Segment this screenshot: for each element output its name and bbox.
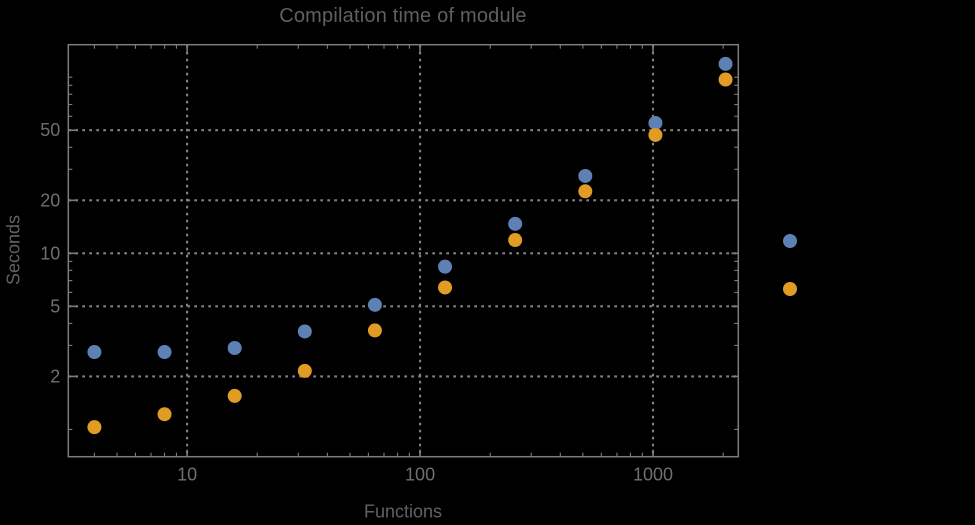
data-point-orange (438, 280, 453, 295)
data-point-orange (87, 420, 102, 435)
chart-title: Compilation time of module (279, 5, 527, 27)
x-tick-label: 1000 (633, 465, 673, 485)
y-tick-label: 50 (40, 120, 60, 140)
y-tick-label: 10 (40, 243, 60, 263)
x-tick-label: 100 (405, 465, 435, 485)
data-point-blue (508, 216, 523, 231)
data-point-blue (438, 259, 453, 274)
y-tick-label: 20 (40, 190, 60, 210)
data-point-orange (227, 388, 242, 403)
y-tick-label: 2 (50, 366, 60, 386)
plot-frame (67, 43, 740, 458)
data-point-blue (297, 324, 312, 339)
data-point-orange (367, 323, 382, 338)
data-point-blue (87, 345, 102, 360)
data-point-orange (578, 184, 593, 199)
data-point-orange (718, 72, 733, 87)
data-point-blue (157, 345, 172, 360)
data-point-orange (648, 127, 663, 142)
legend-marker-0 (783, 234, 797, 248)
data-point-blue (227, 340, 242, 355)
data-point-blue (718, 56, 733, 71)
x-tick-label: 10 (177, 465, 197, 485)
data-point-orange (297, 363, 312, 378)
data-point-blue (367, 297, 382, 312)
data-point-blue (578, 168, 593, 183)
data-point-blue (648, 115, 663, 130)
data-point-orange (508, 233, 523, 248)
y-tick-label: 5 (50, 296, 60, 316)
legend-marker-1 (783, 282, 797, 296)
x-axis-label: Functions (363, 501, 443, 522)
data-point-orange (157, 407, 172, 422)
